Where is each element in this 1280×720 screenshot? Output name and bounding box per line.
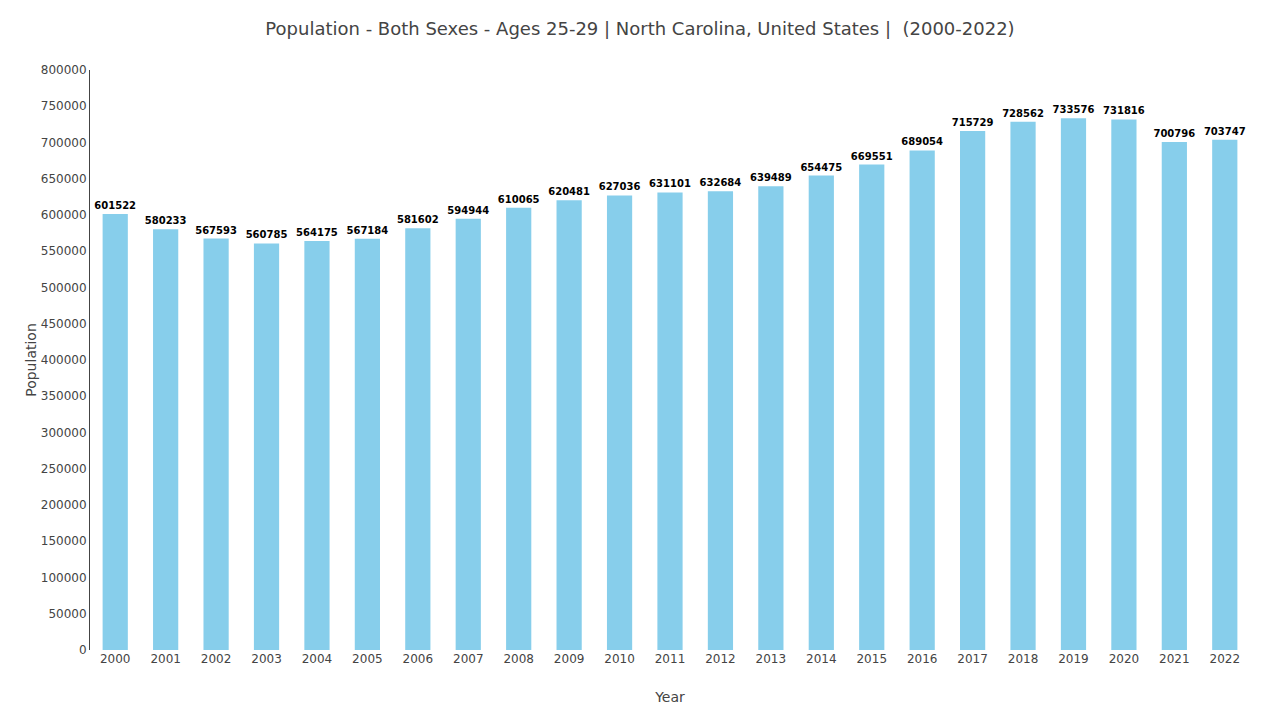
svg-text:200000: 200000 bbox=[41, 498, 87, 512]
svg-text:150000: 150000 bbox=[41, 534, 87, 548]
svg-text:733576: 733576 bbox=[1053, 104, 1095, 115]
svg-text:2006: 2006 bbox=[403, 652, 434, 666]
svg-text:Population - Both Sexes - Ages: Population - Both Sexes - Ages 25-29 | N… bbox=[265, 18, 1014, 39]
svg-text:728562: 728562 bbox=[1002, 108, 1044, 119]
svg-text:0: 0 bbox=[79, 643, 87, 657]
svg-text:2001: 2001 bbox=[150, 652, 181, 666]
svg-text:610065: 610065 bbox=[498, 194, 540, 205]
svg-text:100000: 100000 bbox=[41, 571, 87, 585]
svg-text:800000: 800000 bbox=[41, 63, 87, 77]
svg-text:2021: 2021 bbox=[1159, 652, 1190, 666]
svg-text:654475: 654475 bbox=[800, 162, 842, 173]
svg-text:500000: 500000 bbox=[41, 281, 87, 295]
svg-text:2019: 2019 bbox=[1058, 652, 1089, 666]
svg-text:2003: 2003 bbox=[251, 652, 282, 666]
svg-text:450000: 450000 bbox=[41, 317, 87, 331]
svg-text:581602: 581602 bbox=[397, 214, 439, 225]
svg-text:700796: 700796 bbox=[1153, 128, 1195, 139]
svg-text:700000: 700000 bbox=[41, 136, 87, 150]
svg-text:350000: 350000 bbox=[41, 389, 87, 403]
svg-text:2017: 2017 bbox=[957, 652, 988, 666]
svg-text:2007: 2007 bbox=[453, 652, 484, 666]
svg-text:2010: 2010 bbox=[604, 652, 635, 666]
svg-text:2016: 2016 bbox=[907, 652, 938, 666]
svg-text:750000: 750000 bbox=[41, 99, 87, 113]
svg-text:2000: 2000 bbox=[100, 652, 131, 666]
svg-text:250000: 250000 bbox=[41, 462, 87, 476]
svg-text:2013: 2013 bbox=[756, 652, 787, 666]
svg-text:600000: 600000 bbox=[41, 208, 87, 222]
svg-text:2014: 2014 bbox=[806, 652, 837, 666]
svg-text:669551: 669551 bbox=[851, 151, 893, 162]
svg-text:2004: 2004 bbox=[302, 652, 333, 666]
svg-text:601522: 601522 bbox=[94, 200, 136, 211]
svg-text:2011: 2011 bbox=[655, 652, 686, 666]
svg-text:2005: 2005 bbox=[352, 652, 383, 666]
svg-text:560785: 560785 bbox=[246, 229, 288, 240]
svg-text:715729: 715729 bbox=[952, 117, 994, 128]
svg-text:2020: 2020 bbox=[1109, 652, 1140, 666]
svg-text:564175: 564175 bbox=[296, 227, 338, 238]
svg-text:400000: 400000 bbox=[41, 353, 87, 367]
svg-text:620481: 620481 bbox=[548, 186, 590, 197]
svg-text:2018: 2018 bbox=[1008, 652, 1039, 666]
svg-text:580233: 580233 bbox=[145, 215, 187, 226]
svg-text:567184: 567184 bbox=[346, 225, 388, 236]
svg-text:50000: 50000 bbox=[48, 607, 86, 621]
svg-text:2009: 2009 bbox=[554, 652, 585, 666]
svg-text:650000: 650000 bbox=[41, 172, 87, 186]
svg-text:703747: 703747 bbox=[1204, 126, 1246, 137]
svg-text:631101: 631101 bbox=[649, 178, 691, 189]
svg-text:Population: Population bbox=[23, 323, 39, 397]
svg-text:594944: 594944 bbox=[447, 205, 489, 216]
svg-text:632684: 632684 bbox=[700, 177, 742, 188]
svg-text:2022: 2022 bbox=[1210, 652, 1241, 666]
svg-text:2002: 2002 bbox=[201, 652, 232, 666]
svg-text:731816: 731816 bbox=[1103, 105, 1145, 116]
svg-text:2015: 2015 bbox=[856, 652, 887, 666]
svg-text:300000: 300000 bbox=[41, 426, 87, 440]
svg-text:627036: 627036 bbox=[599, 181, 641, 192]
svg-text:Year: Year bbox=[654, 689, 685, 705]
svg-text:550000: 550000 bbox=[41, 244, 87, 258]
svg-text:689054: 689054 bbox=[901, 136, 943, 147]
svg-text:639489: 639489 bbox=[750, 172, 792, 183]
svg-text:2012: 2012 bbox=[705, 652, 736, 666]
svg-text:567593: 567593 bbox=[195, 225, 237, 236]
svg-text:2008: 2008 bbox=[503, 652, 534, 666]
